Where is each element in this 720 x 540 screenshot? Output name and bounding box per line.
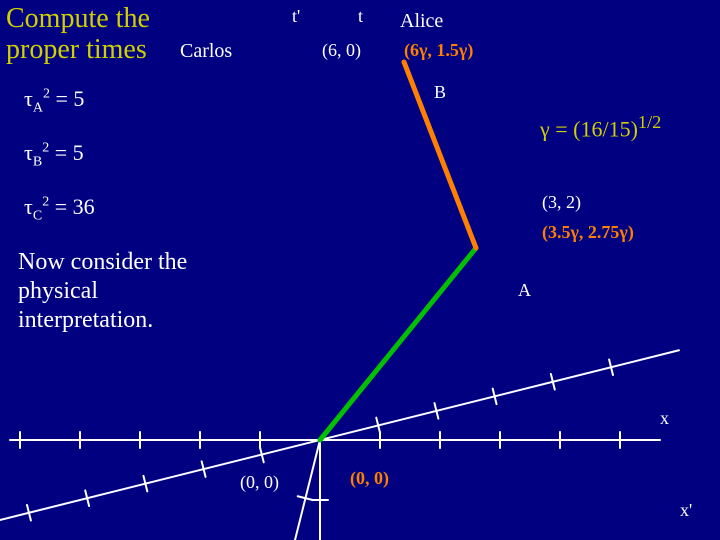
axis-x-label: x xyxy=(660,408,669,429)
pt-3-2-carlos: (3, 2) xyxy=(542,192,581,213)
pt-A: A xyxy=(518,280,531,301)
axis-xp-label: x' xyxy=(680,500,692,521)
pt-0-0-alice: (0, 0) xyxy=(350,468,389,489)
pt-0-0-carlos: (0, 0) xyxy=(240,472,279,493)
pt-6-0-alice: (6γ, 1.5γ) xyxy=(404,40,473,61)
eq-tauB: τB2 = 5 xyxy=(24,140,84,170)
label-alice: Alice xyxy=(400,10,443,33)
eq-tauA: τA2 = 5 xyxy=(24,86,84,116)
axis-t-label: t xyxy=(358,6,363,27)
pt-3-2-alice: (3.5γ, 2.75γ) xyxy=(542,222,634,243)
gamma-value: γ = (16/15)1/2 xyxy=(540,112,661,142)
title-text: Compute the proper times xyxy=(6,3,150,65)
interpretation-text: Now consider the physical interpretation… xyxy=(18,248,193,334)
axis-tp-label: t' xyxy=(292,6,300,27)
pt-B: B xyxy=(434,82,446,103)
pt-6-0-carlos: (6, 0) xyxy=(322,40,361,61)
page-title: Compute the proper times xyxy=(6,4,176,66)
label-carlos: Carlos xyxy=(180,40,232,63)
eq-tauC: τC2 = 36 xyxy=(24,194,95,224)
